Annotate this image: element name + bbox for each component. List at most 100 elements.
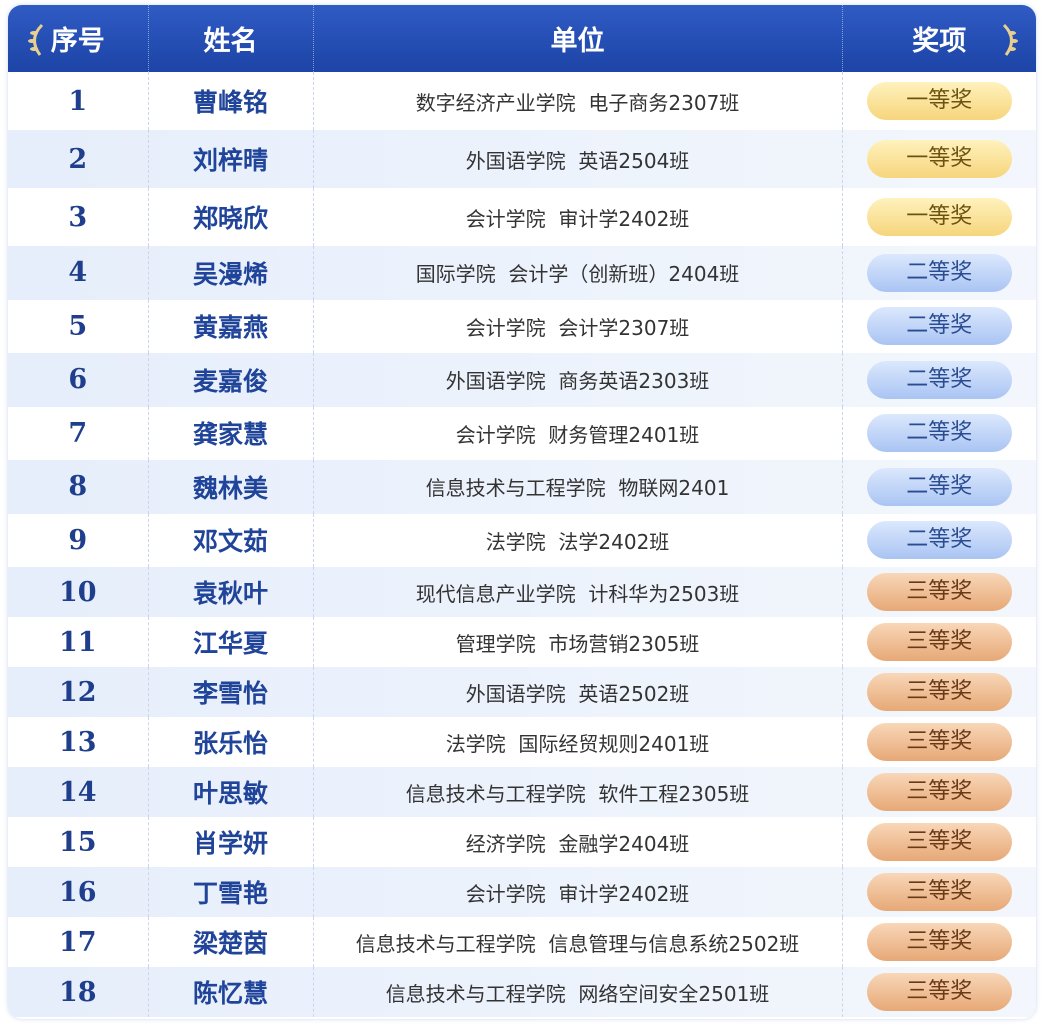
name-cell: 曹峰铭 xyxy=(148,72,314,130)
table-row: 18 陈忆慧 信息技术与工程学院 网络空间安全2501班 三等奖 xyxy=(8,967,1036,1017)
table-row: 15 肖学妍 经济学院 金融学2404班 三等奖 xyxy=(8,817,1036,867)
table-row: 13 张乐怡 法学院 国际经贸规则2401班 三等奖 xyxy=(8,717,1036,767)
table-row: 14 叶思敏 信息技术与工程学院 软件工程2305班 三等奖 xyxy=(8,767,1036,817)
rank-cell: 6 xyxy=(8,353,149,407)
unit-cell: 法学院 法学2402班 xyxy=(313,513,843,567)
unit-cell: 信息技术与工程学院 网络空间安全2501班 xyxy=(313,967,843,1017)
name-cell: 刘梓晴 xyxy=(148,130,314,188)
award-cell: 二等奖 xyxy=(842,300,1036,354)
name-cell: 丁雪艳 xyxy=(148,867,314,917)
award-cell: 二等奖 xyxy=(842,460,1036,514)
name-cell: 陈忆慧 xyxy=(148,967,314,1017)
award-table-card: 序号 姓名 单位 奖项 1 曹峰铭 数字经济产业学院 电子商务2307班 一等奖 2 刘梓晴 外国… xyxy=(8,5,1036,1019)
rank-cell: 7 xyxy=(8,406,149,460)
award-cell: 三等奖 xyxy=(842,617,1036,667)
rank-cell: 3 xyxy=(8,188,149,246)
award-badge: 二等奖 xyxy=(866,414,1012,453)
unit-cell: 数字经济产业学院 电子商务2307班 xyxy=(313,72,843,130)
name-cell: 叶思敏 xyxy=(148,767,314,817)
award-cell: 一等奖 xyxy=(842,188,1036,246)
award-badge: 三等奖 xyxy=(866,723,1012,761)
award-badge: 三等奖 xyxy=(866,673,1012,711)
award-cell: 二等奖 xyxy=(842,353,1036,407)
rank-cell: 13 xyxy=(8,717,149,767)
unit-cell: 现代信息产业学院 计科华为2503班 xyxy=(313,567,843,617)
unit-cell: 管理学院 市场营销2305班 xyxy=(313,617,843,667)
table-row: 4 吴漫烯 国际学院 会计学（创新班）2404班 二等奖 xyxy=(8,246,1036,300)
unit-cell: 法学院 国际经贸规则2401班 xyxy=(313,717,843,767)
table-row: 17 梁楚茵 信息技术与工程学院 信息管理与信息系统2502班 三等奖 xyxy=(8,917,1036,967)
table-row: 2 刘梓晴 外国语学院 英语2504班 一等奖 xyxy=(8,130,1036,188)
award-cell: 一等奖 xyxy=(842,72,1036,130)
name-cell: 江华夏 xyxy=(148,617,314,667)
rank-cell: 10 xyxy=(8,567,149,617)
rank-cell: 18 xyxy=(8,967,149,1017)
award-cell: 三等奖 xyxy=(842,967,1036,1017)
name-cell: 吴漫烯 xyxy=(148,246,314,300)
award-badge: 三等奖 xyxy=(866,823,1012,861)
rank-cell: 14 xyxy=(8,767,149,817)
name-cell: 麦嘉俊 xyxy=(148,353,314,407)
award-badge: 三等奖 xyxy=(866,573,1012,611)
laurel-right xyxy=(1002,23,1018,56)
name-cell: 梁楚茵 xyxy=(148,917,314,967)
unit-cell: 信息技术与工程学院 软件工程2305班 xyxy=(313,767,843,817)
unit-cell: 信息技术与工程学院 信息管理与信息系统2502班 xyxy=(313,917,843,967)
header-cell: 单位 xyxy=(313,5,843,72)
unit-cell: 外国语学院 商务英语2303班 xyxy=(313,353,843,407)
rank-cell: 15 xyxy=(8,817,149,867)
rank-cell: 9 xyxy=(8,513,149,567)
unit-cell: 经济学院 金融学2404班 xyxy=(313,817,843,867)
unit-cell: 外国语学院 英语2504班 xyxy=(313,130,843,188)
name-cell: 魏林美 xyxy=(148,460,314,514)
unit-cell: 会计学院 审计学2402班 xyxy=(313,188,843,246)
name-cell: 张乐怡 xyxy=(148,717,314,767)
award-cell: 二等奖 xyxy=(842,514,1036,568)
award-cell: 三等奖 xyxy=(842,767,1036,817)
award-cell: 三等奖 xyxy=(842,567,1036,617)
name-cell: 袁秋叶 xyxy=(148,567,314,617)
award-badge: 一等奖 xyxy=(866,82,1012,120)
table-row: 10 袁秋叶 现代信息产业学院 计科华为2503班 三等奖 xyxy=(8,567,1036,617)
table-row: 1 曹峰铭 数字经济产业学院 电子商务2307班 一等奖 xyxy=(8,72,1036,130)
award-badge: 一等奖 xyxy=(866,140,1012,178)
unit-cell: 会计学院 财务管理2401班 xyxy=(313,406,843,460)
award-cell: 三等奖 xyxy=(842,667,1036,717)
rank-cell: 16 xyxy=(8,867,149,917)
table-row: 8 魏林美 信息技术与工程学院 物联网2401 二等奖 xyxy=(8,460,1036,514)
name-cell: 李雪怡 xyxy=(148,667,314,717)
table-row: 11 江华夏 管理学院 市场营销2305班 三等奖 xyxy=(8,617,1036,667)
table-row: 9 邓文茹 法学院 法学2402班 二等奖 xyxy=(8,513,1036,568)
award-badge: 二等奖 xyxy=(866,307,1012,346)
unit-cell: 外国语学院 英语2502班 xyxy=(313,667,843,717)
table-row: 5 黄嘉燕 会计学院 会计学2307班 二等奖 xyxy=(8,299,1036,354)
award-badge: 三等奖 xyxy=(866,623,1012,661)
header-cell: 序号 xyxy=(8,5,149,72)
table-row: 7 龚家慧 会计学院 财务管理2401班 二等奖 xyxy=(8,406,1036,461)
header-cell: 奖项 xyxy=(912,26,967,57)
award-badge: 二等奖 xyxy=(866,253,1012,292)
header-cell: 姓名 xyxy=(148,5,314,72)
award-cell: 二等奖 xyxy=(842,246,1036,300)
unit-cell: 国际学院 会计学（创新班）2404班 xyxy=(313,246,843,300)
award-cell: 二等奖 xyxy=(842,407,1036,461)
rank-cell: 2 xyxy=(8,130,149,188)
award-cell: 一等奖 xyxy=(842,130,1036,188)
name-cell: 黄嘉燕 xyxy=(148,299,314,353)
laurel-left xyxy=(28,23,44,56)
award-badge: 一等奖 xyxy=(866,198,1012,236)
award-badge: 三等奖 xyxy=(866,873,1012,911)
unit-cell: 会计学院 审计学2402班 xyxy=(313,867,843,917)
unit-cell: 信息技术与工程学院 物联网2401 xyxy=(313,460,843,514)
award-table: 序号 姓名 单位 奖项 1 曹峰铭 数字经济产业学院 电子商务2307班 一等奖 2 刘梓晴 外国… xyxy=(8,5,1036,1017)
award-badge: 二等奖 xyxy=(866,467,1012,506)
rank-cell: 1 xyxy=(8,72,149,130)
table-row: 3 郑晓欣 会计学院 审计学2402班 一等奖 xyxy=(8,188,1036,246)
award-cell: 三等奖 xyxy=(842,867,1036,917)
name-cell: 肖学妍 xyxy=(148,817,314,867)
award-cell: 三等奖 xyxy=(842,717,1036,767)
table-row: 12 李雪怡 外国语学院 英语2502班 三等奖 xyxy=(8,667,1036,717)
unit-cell: 会计学院 会计学2307班 xyxy=(313,299,843,353)
award-badge: 二等奖 xyxy=(866,521,1012,560)
name-cell: 邓文茹 xyxy=(148,513,314,567)
